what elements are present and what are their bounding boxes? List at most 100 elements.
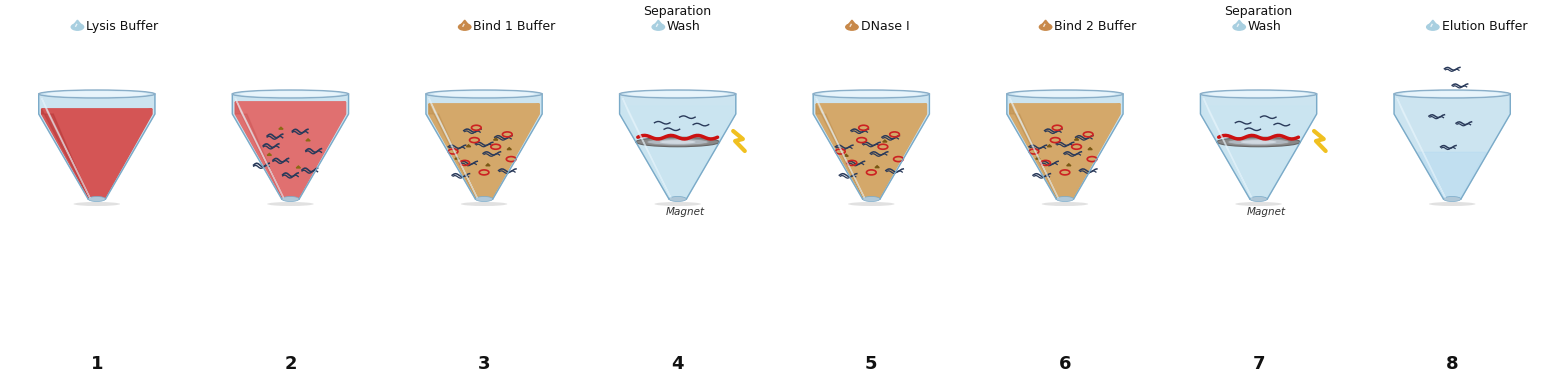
Text: 3: 3 <box>477 355 491 373</box>
Text: 1: 1 <box>90 355 104 373</box>
Circle shape <box>1039 24 1052 30</box>
Polygon shape <box>1036 157 1039 159</box>
Polygon shape <box>296 166 301 168</box>
Polygon shape <box>279 127 283 129</box>
Polygon shape <box>1041 20 1050 26</box>
Polygon shape <box>1010 104 1120 106</box>
Ellipse shape <box>1228 139 1289 145</box>
Polygon shape <box>883 140 888 142</box>
Ellipse shape <box>627 91 728 97</box>
Polygon shape <box>460 20 469 26</box>
Polygon shape <box>426 94 542 199</box>
Ellipse shape <box>1402 91 1503 97</box>
Text: 6: 6 <box>1058 355 1072 373</box>
Polygon shape <box>507 148 511 150</box>
Ellipse shape <box>1444 196 1461 202</box>
Text: Magnet: Magnet <box>1247 207 1286 217</box>
Polygon shape <box>620 94 736 199</box>
Ellipse shape <box>1208 91 1309 97</box>
Text: 5: 5 <box>864 355 878 373</box>
Polygon shape <box>486 164 489 166</box>
Polygon shape <box>232 94 349 199</box>
Circle shape <box>1233 24 1245 30</box>
Ellipse shape <box>240 91 341 97</box>
Circle shape <box>652 24 665 30</box>
Ellipse shape <box>1041 202 1087 206</box>
Polygon shape <box>466 145 471 147</box>
Polygon shape <box>875 166 880 168</box>
Ellipse shape <box>669 196 686 202</box>
Text: 2: 2 <box>283 355 297 373</box>
Polygon shape <box>654 20 663 26</box>
Ellipse shape <box>73 202 121 206</box>
Polygon shape <box>429 98 477 198</box>
Polygon shape <box>1417 152 1487 198</box>
Text: Wash: Wash <box>1248 20 1281 33</box>
Polygon shape <box>1075 138 1078 140</box>
Polygon shape <box>42 109 152 111</box>
Polygon shape <box>1235 20 1244 26</box>
Ellipse shape <box>1216 137 1301 147</box>
Polygon shape <box>816 104 926 106</box>
Ellipse shape <box>1056 196 1073 202</box>
Polygon shape <box>844 154 849 156</box>
Ellipse shape <box>1015 91 1115 97</box>
Polygon shape <box>494 138 497 140</box>
Polygon shape <box>623 106 733 198</box>
Ellipse shape <box>88 198 105 200</box>
Circle shape <box>1427 24 1439 30</box>
Polygon shape <box>42 109 152 198</box>
Ellipse shape <box>1250 196 1267 202</box>
Circle shape <box>71 24 84 30</box>
Ellipse shape <box>88 196 105 202</box>
Polygon shape <box>235 102 282 198</box>
Polygon shape <box>816 104 926 198</box>
Ellipse shape <box>647 139 708 145</box>
Ellipse shape <box>39 90 155 98</box>
Polygon shape <box>1010 104 1120 198</box>
Ellipse shape <box>821 91 922 97</box>
Ellipse shape <box>232 90 349 98</box>
Ellipse shape <box>460 202 508 206</box>
Ellipse shape <box>1394 90 1510 98</box>
Polygon shape <box>266 153 271 155</box>
Ellipse shape <box>282 196 299 202</box>
Ellipse shape <box>1200 90 1317 98</box>
Polygon shape <box>1204 106 1314 198</box>
Ellipse shape <box>654 202 700 206</box>
Polygon shape <box>235 98 283 198</box>
Polygon shape <box>623 98 671 198</box>
Ellipse shape <box>434 91 534 97</box>
Circle shape <box>846 24 858 30</box>
Polygon shape <box>1087 148 1092 150</box>
Ellipse shape <box>1241 140 1276 144</box>
Polygon shape <box>1200 94 1317 199</box>
Ellipse shape <box>660 140 696 144</box>
Text: Bind 1 Buffer: Bind 1 Buffer <box>474 20 556 33</box>
Ellipse shape <box>266 202 313 206</box>
Polygon shape <box>1047 145 1052 147</box>
Text: Bind 2 Buffer: Bind 2 Buffer <box>1055 20 1137 33</box>
Polygon shape <box>1428 20 1437 26</box>
Polygon shape <box>1397 98 1445 198</box>
Polygon shape <box>813 94 929 199</box>
Polygon shape <box>1394 94 1510 199</box>
Polygon shape <box>429 104 539 198</box>
Ellipse shape <box>863 198 880 200</box>
Polygon shape <box>455 157 459 159</box>
Polygon shape <box>816 104 864 198</box>
Polygon shape <box>42 109 90 198</box>
Polygon shape <box>816 98 864 198</box>
Ellipse shape <box>847 202 895 206</box>
Ellipse shape <box>620 90 736 98</box>
Text: 7: 7 <box>1252 355 1266 373</box>
Polygon shape <box>235 102 345 198</box>
Ellipse shape <box>635 137 720 147</box>
Text: Wash: Wash <box>668 20 700 33</box>
Polygon shape <box>847 20 857 26</box>
Ellipse shape <box>813 90 929 98</box>
Text: 4: 4 <box>671 355 685 373</box>
Polygon shape <box>1010 104 1056 198</box>
Ellipse shape <box>1444 198 1461 200</box>
Circle shape <box>459 24 471 30</box>
